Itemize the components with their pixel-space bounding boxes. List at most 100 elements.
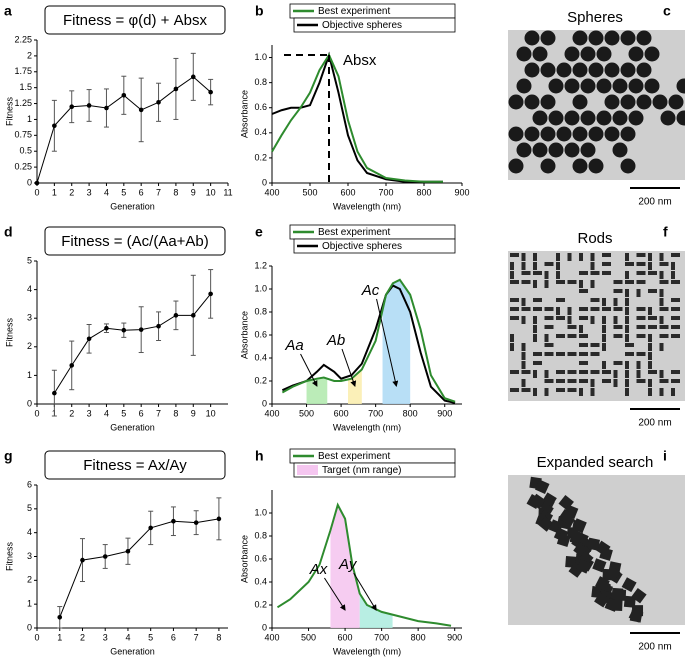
particle [602,253,611,257]
particle [556,298,565,302]
particle [602,370,611,374]
particle [637,352,646,356]
y-tick-label: 0.4 [254,127,267,137]
y-tick-label: 0.6 [254,553,267,563]
particle [525,127,540,142]
particle [517,47,532,62]
particle [573,63,588,78]
particle [556,334,565,338]
particle [648,370,657,374]
particle [660,271,664,279]
particle [625,316,629,324]
x-tick-label: 700 [378,187,393,197]
particle [522,352,526,360]
spectrum-line [272,55,443,182]
particle [660,343,664,351]
particle [629,47,644,62]
x-tick-label: 500 [301,632,316,642]
particle [597,47,612,62]
particle [556,316,565,320]
particle [648,289,657,293]
particle [669,95,684,110]
x-tick-label: 8 [173,187,178,197]
particle [568,316,572,324]
x-tick-label: 10 [206,187,216,197]
particle [579,343,588,347]
point [156,100,161,105]
particle [660,253,664,261]
particle [660,289,664,297]
region-label: Ac [361,282,380,299]
particle [625,370,629,378]
particle [568,352,577,356]
point [57,615,62,620]
legend-label: Target (nm range) [322,465,401,476]
particle [637,280,646,284]
particle [579,307,588,311]
x-tick-label: 400 [264,187,279,197]
particle [556,307,560,315]
particle [648,352,652,360]
particle [568,370,577,374]
particle [648,262,652,270]
particle [671,262,675,270]
y-tick-label: 0.6 [254,102,267,112]
particle [614,316,618,324]
particle [648,379,652,387]
particle [533,388,537,396]
particle [573,127,588,142]
particle [522,271,531,275]
particle [579,325,583,333]
point [103,554,108,559]
x-tick-label: 3 [87,187,92,197]
particle [587,538,600,551]
y-axis-label: Fitness [4,317,14,347]
y-tick-label: 5 [27,503,32,513]
particle [660,316,664,324]
x-tick-label: 2 [69,408,74,418]
y-tick-label: 5 [27,255,32,265]
particle [568,388,577,392]
point [156,324,161,329]
x-tick-label: 3 [103,632,108,642]
legend-swatch [297,465,318,475]
y-axis-label: Absorbance [239,311,249,359]
particle [671,298,680,302]
particle [648,334,652,342]
particle [510,298,519,302]
particle [625,343,634,347]
x-tick-label: 2 [69,187,74,197]
particle [625,334,629,342]
x-tick-label: 700 [374,632,389,642]
particle [602,271,611,275]
particle [660,307,669,311]
x-tick-label: 7 [194,632,199,642]
x-tick-label: 10 [206,408,216,418]
particle [661,111,676,126]
particle [629,79,644,94]
x-tick-label: 4 [104,408,109,418]
y-tick-label: 0.2 [254,599,267,609]
x-tick-label: 900 [447,632,462,642]
legend-label: Best experiment [318,451,390,462]
particle [565,79,580,94]
y-tick-label: 1.25 [14,98,32,108]
y-tick-label: 2.25 [14,34,32,44]
image-title: Rods [577,230,612,247]
region-fill [307,378,328,404]
particle [510,280,519,284]
particle [522,253,526,261]
panel-letter: b [255,3,264,19]
y-tick-label: 2 [27,50,32,60]
particle [510,370,519,374]
particle [589,31,604,46]
y-tick-label: 0.8 [254,77,267,87]
point [69,104,74,109]
particle [568,307,572,315]
particle [510,307,519,311]
particle [625,352,634,356]
x-tick-label: 600 [334,408,349,418]
particle [605,63,620,78]
particle [545,388,549,396]
x-tick-label: 0 [34,187,39,197]
